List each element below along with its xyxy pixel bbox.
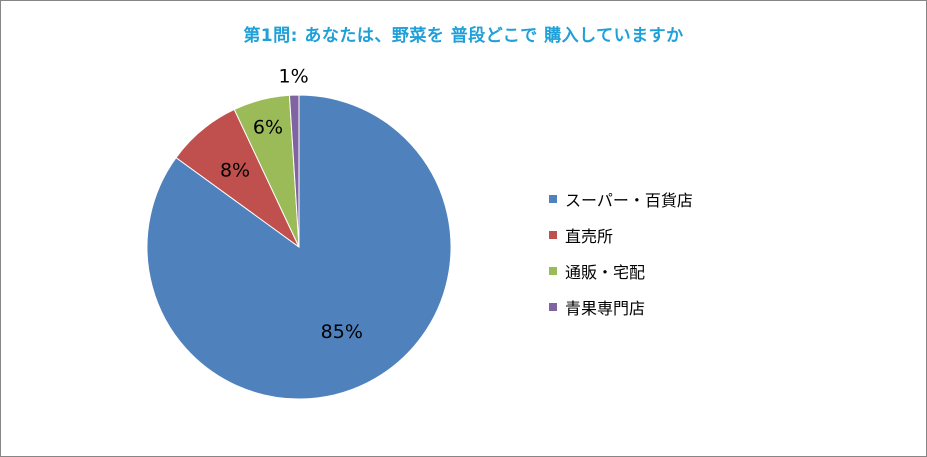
legend-item-greengrocer: 青果専門店 [549, 289, 693, 325]
legend-swatch-icon [549, 195, 557, 203]
pie-data-labels: 85% 8%6% 1% [220, 65, 363, 343]
data-label-greengrocer: 1% [279, 65, 309, 87]
legend-label: 通販・宅配 [565, 263, 646, 282]
chart-title: 第1問: あなたは、野菜を 普段どこで 購入していますか [243, 26, 684, 46]
legend-item-mail-order: 通販・宅配 [549, 253, 693, 289]
legend-swatch-icon [549, 267, 557, 275]
legend-label: スーパー・百貨店 [565, 191, 693, 210]
legend: スーパー・百貨店 直売所 通販・宅配 青果専門店 [549, 181, 693, 325]
legend-swatch-icon [549, 303, 557, 311]
pie-slices [146, 94, 452, 400]
legend-item-direct-sales: 直売所 [549, 217, 693, 253]
legend-label: 青果専門店 [565, 299, 646, 318]
legend-item-super: スーパー・百貨店 [549, 181, 693, 217]
slice-greengrocer [288, 94, 300, 248]
data-label-direct-sales: 8% [220, 160, 250, 182]
legend-label: 直売所 [565, 227, 614, 246]
data-label-mail-order: 6% [253, 116, 283, 138]
legend-swatch-icon [549, 231, 557, 239]
data-label-super: 85% [321, 321, 363, 343]
